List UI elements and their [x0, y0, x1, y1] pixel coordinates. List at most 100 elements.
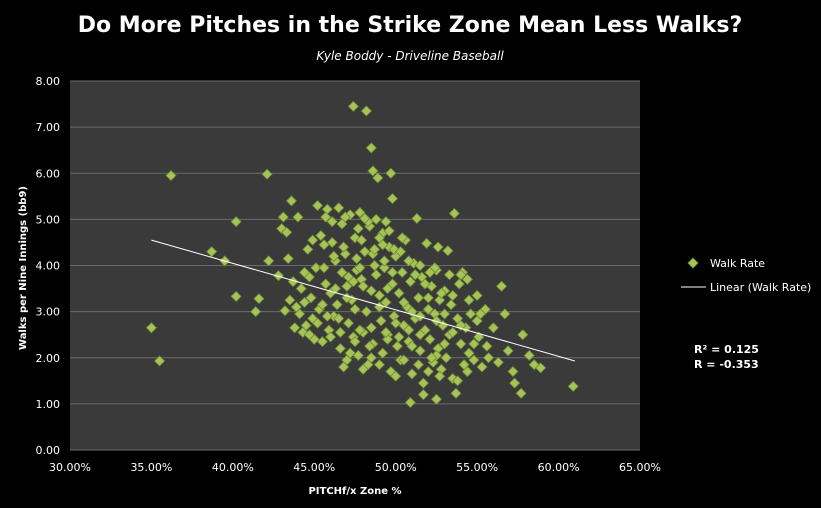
data-point — [378, 255, 390, 267]
data-point — [404, 396, 416, 409]
data-points — [145, 100, 579, 409]
data-point — [468, 354, 480, 366]
data-point — [461, 273, 473, 285]
data-point — [359, 246, 371, 258]
r-squared-label: R² = 0.125 — [694, 343, 759, 356]
data-point — [285, 195, 298, 207]
x-tick-label: 55.00% — [456, 461, 498, 474]
data-point — [368, 259, 381, 272]
data-point — [325, 331, 337, 343]
data-point — [354, 206, 366, 219]
data-point — [440, 352, 452, 364]
data-point — [357, 363, 369, 375]
data-point — [298, 266, 311, 278]
data-point — [310, 262, 322, 274]
data-point — [380, 326, 392, 338]
data-point — [414, 345, 426, 357]
data-point — [206, 246, 218, 258]
data-point — [316, 299, 328, 311]
data-point — [145, 322, 157, 334]
data-point — [331, 299, 343, 311]
data-point — [398, 296, 410, 308]
data-point — [261, 168, 273, 180]
data-point — [373, 359, 385, 371]
data-point — [272, 270, 285, 282]
data-point — [375, 315, 387, 327]
data-point — [365, 352, 377, 364]
r-label: R = -0.353 — [694, 358, 759, 371]
data-point — [448, 207, 460, 219]
data-point — [422, 303, 434, 315]
data-point — [419, 278, 431, 290]
data-point — [390, 317, 402, 329]
data-point — [396, 232, 408, 244]
data-point — [347, 100, 359, 112]
y-tick-label: 7.00 — [36, 121, 61, 134]
data-point — [316, 336, 328, 348]
data-point — [372, 172, 384, 184]
y-tick-label: 3.00 — [36, 306, 61, 319]
data-point — [391, 340, 403, 352]
x-tick-label: 60.00% — [538, 461, 580, 474]
data-point — [461, 366, 473, 378]
data-point — [435, 287, 447, 299]
data-point — [294, 308, 306, 320]
data-point — [378, 262, 390, 274]
data-point — [393, 331, 405, 343]
data-point — [432, 241, 444, 253]
y-tick-label: 1.00 — [36, 398, 61, 411]
data-point — [367, 165, 379, 177]
x-tick-label: 45.00% — [293, 461, 335, 474]
data-point — [403, 255, 415, 267]
data-point — [443, 269, 456, 281]
data-point — [424, 333, 436, 345]
data-point — [453, 278, 465, 290]
data-point — [412, 292, 425, 304]
data-point — [368, 243, 381, 255]
data-point — [360, 105, 372, 117]
legend-label-linear-trend: Linear (Walk Rate) — [710, 281, 811, 294]
data-point — [406, 368, 418, 380]
data-point — [377, 239, 389, 251]
data-point — [292, 211, 304, 223]
y-tick-label: 0.00 — [36, 444, 61, 457]
data-point — [409, 269, 421, 281]
data-point — [468, 338, 480, 350]
y-axis-ticks: 0.00 1.00 2.00 3.00 4.00 5.00 6.00 7.00 8.00 — [36, 75, 61, 457]
data-point — [463, 347, 475, 359]
data-point — [463, 294, 475, 306]
data-point — [342, 317, 355, 329]
data-point — [422, 366, 434, 378]
data-point — [320, 278, 332, 290]
data-point — [282, 253, 294, 265]
data-point — [404, 276, 416, 288]
data-point — [354, 262, 366, 274]
data-point — [334, 342, 346, 355]
data-point — [417, 389, 429, 401]
data-point — [339, 211, 351, 223]
data-point — [370, 269, 382, 281]
data-point — [567, 380, 579, 392]
data-point — [515, 387, 527, 399]
data-point — [507, 366, 519, 378]
data-point — [344, 347, 356, 359]
data-point — [365, 322, 377, 334]
x-tick-label: 50.00% — [375, 461, 417, 474]
data-point — [424, 266, 436, 278]
data-point — [450, 387, 462, 399]
data-point — [487, 322, 499, 334]
data-point — [398, 354, 410, 366]
y-tick-label: 4.00 — [36, 260, 61, 273]
legend-marker-walk-rate — [687, 257, 699, 269]
data-point — [318, 262, 330, 274]
legend: Walk Rate Linear (Walk Rate) — [681, 257, 811, 294]
data-point — [482, 352, 495, 364]
data-point — [492, 356, 504, 368]
data-point — [442, 245, 454, 257]
data-point — [439, 308, 451, 320]
data-point — [380, 216, 392, 228]
data-point — [509, 377, 521, 389]
data-point — [300, 319, 312, 332]
data-point — [311, 317, 324, 329]
data-point — [230, 216, 242, 228]
